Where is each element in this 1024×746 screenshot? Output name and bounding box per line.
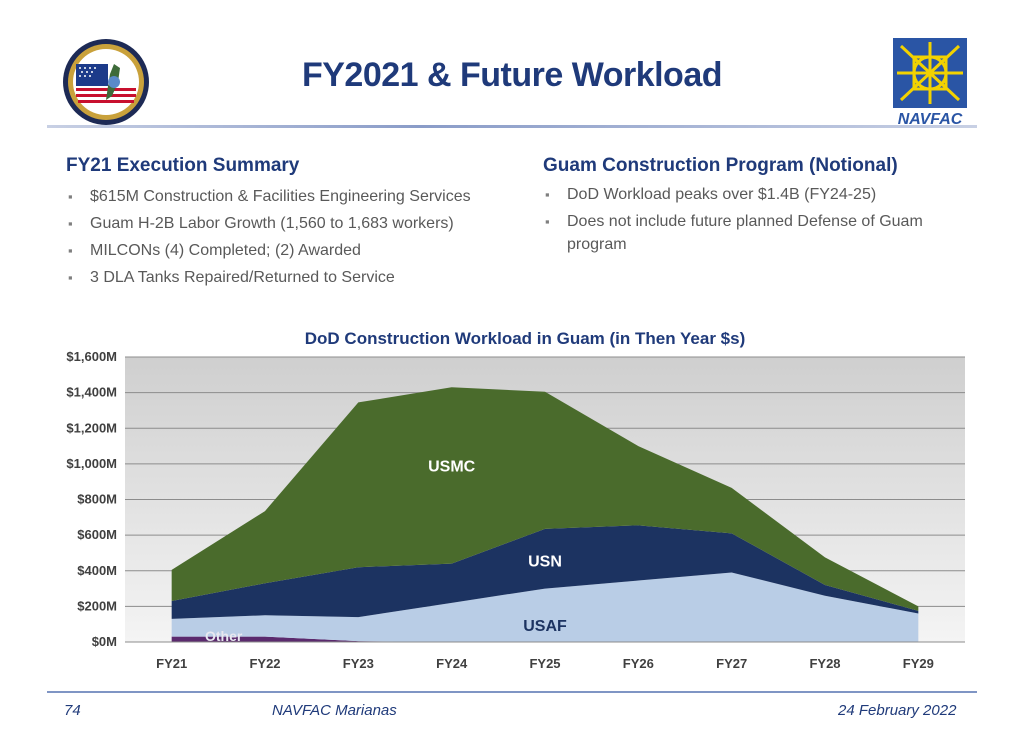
joint-region-marianas-seal xyxy=(63,39,149,125)
series-label-usaf: USAF xyxy=(523,618,567,635)
y-tick-label: $1,000M xyxy=(66,456,117,471)
area-usaf xyxy=(171,572,919,642)
series-label-other: Other xyxy=(205,628,243,644)
footer-organization: NAVFAC Marianas xyxy=(272,702,397,719)
footer-divider xyxy=(47,691,977,693)
x-tick-label: FY26 xyxy=(623,656,654,671)
series-label-usmc: USMC xyxy=(428,459,476,476)
area-usn xyxy=(171,525,919,619)
footer-date: 24 February 2022 xyxy=(838,702,957,719)
y-tick-label: $200M xyxy=(77,598,117,613)
x-tick-label: FY29 xyxy=(903,656,934,671)
y-tick-label: $600M xyxy=(77,527,117,542)
chart-title: DoD Construction Workload in Guam (in Th… xyxy=(305,329,745,348)
x-tick-label: FY21 xyxy=(156,656,187,671)
list-item: Does not include future planned Defense … xyxy=(543,210,983,256)
execution-summary-list: $615M Construction & Facilities Engineer… xyxy=(66,183,536,291)
y-tick-label: $400M xyxy=(77,563,117,578)
page-number: 74 xyxy=(64,702,81,719)
title-divider xyxy=(47,125,977,128)
construction-program-list: DoD Workload peaks over $1.4B (FY24-25) … xyxy=(543,183,983,256)
x-tick-label: FY25 xyxy=(529,656,560,671)
y-tick-label: $1,400M xyxy=(66,385,117,400)
x-tick-label: FY24 xyxy=(436,656,468,671)
workload-area-chart: DoD Construction Workload in Guam (in Th… xyxy=(66,329,965,671)
list-item: DoD Workload peaks over $1.4B (FY24-25) xyxy=(543,183,983,206)
y-tick-label: $800M xyxy=(77,492,117,507)
series-label-usn: USN xyxy=(528,554,562,571)
x-tick-label: FY27 xyxy=(716,656,747,671)
area-other xyxy=(171,636,919,642)
x-tick-label: FY28 xyxy=(809,656,840,671)
construction-program: Guam Construction Program (Notional) DoD… xyxy=(543,155,983,260)
x-tick-label: FY22 xyxy=(249,656,280,671)
execution-summary-heading: FY21 Execution Summary xyxy=(66,155,300,176)
y-tick-label: $1,600M xyxy=(66,349,117,364)
area-usmc xyxy=(171,387,919,611)
navfac-logo-text: NAVFAC xyxy=(898,111,963,128)
construction-program-heading: Guam Construction Program (Notional) xyxy=(543,155,898,176)
execution-summary: FY21 Execution Summary $615M Constructio… xyxy=(66,155,536,291)
y-tick-label: $1,200M xyxy=(66,420,117,435)
y-tick-label: $0M xyxy=(92,634,117,649)
list-item: 3 DLA Tanks Repaired/Returned to Service xyxy=(66,264,536,291)
x-tick-label: FY23 xyxy=(343,656,374,671)
page-title: FY2021 & Future Workload xyxy=(301,56,723,94)
list-item: MILCONs (4) Completed; (2) Awarded xyxy=(66,237,536,264)
list-item: $615M Construction & Facilities Engineer… xyxy=(66,183,536,210)
list-item: Guam H-2B Labor Growth (1,560 to 1,683 w… xyxy=(66,210,536,237)
navfac-logo: NAVFAC xyxy=(893,38,967,128)
